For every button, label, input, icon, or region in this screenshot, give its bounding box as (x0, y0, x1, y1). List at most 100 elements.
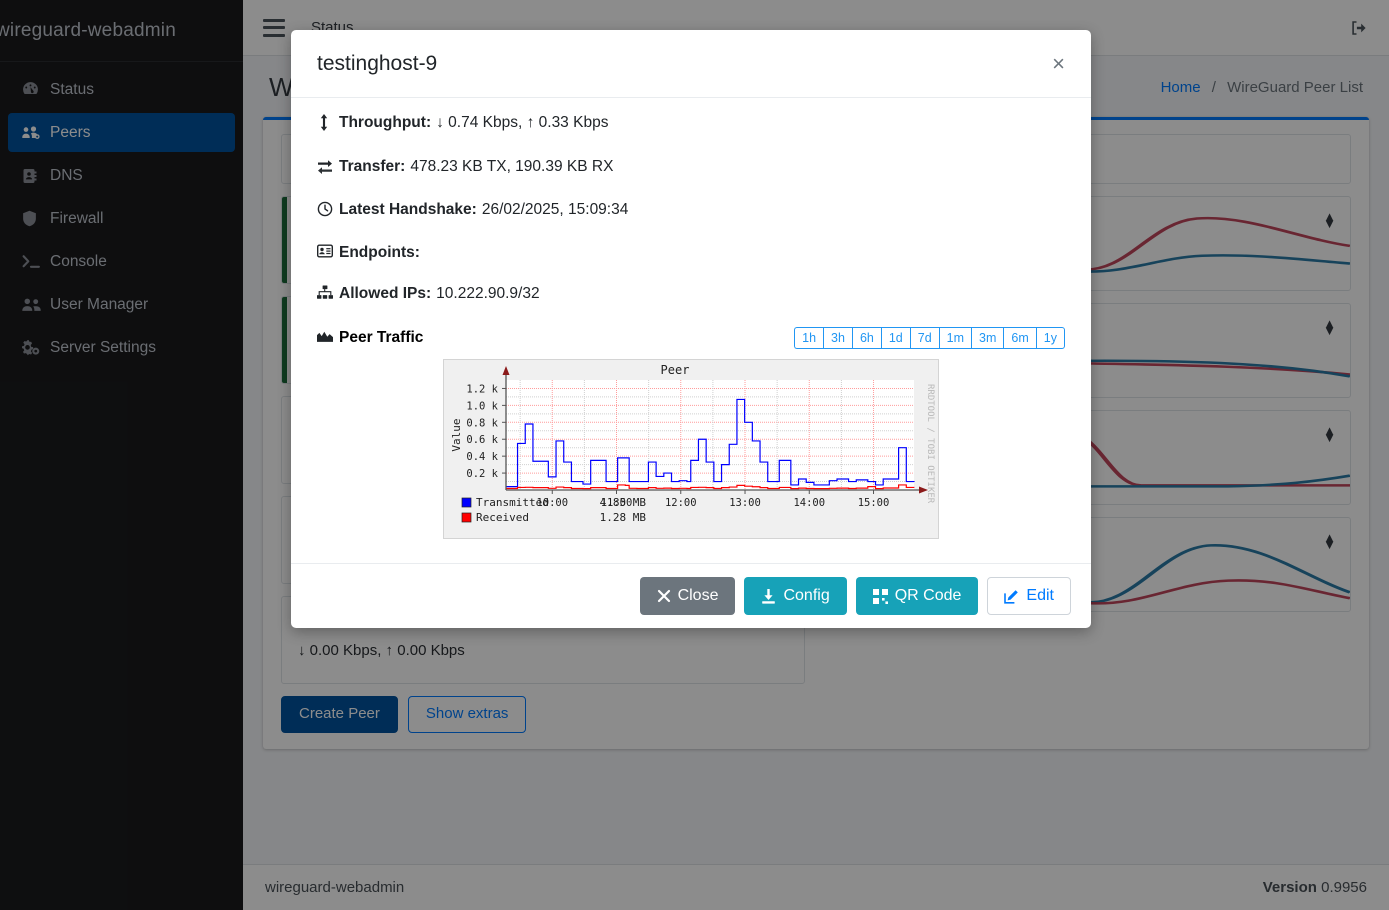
sitemap-icon (317, 285, 339, 305)
sort-handle-icon[interactable]: ▲▼ (1323, 209, 1336, 231)
svg-text:0.2 k: 0.2 k (466, 468, 498, 480)
hamburger-icon[interactable] (263, 18, 285, 37)
peer-traffic-label: Peer Traffic (339, 329, 424, 346)
endpoints-label: Endpoints: (339, 244, 420, 261)
svg-text:1.28 MB: 1.28 MB (600, 511, 647, 524)
footer-version-value: 0.9956 (1321, 879, 1367, 896)
endpoints-row: Endpoints: (316, 244, 1065, 263)
sidebar-item-peers[interactable]: Peers (8, 113, 235, 152)
create-peer-button[interactable]: Create Peer (281, 696, 398, 733)
svg-text:0.8 k: 0.8 k (466, 417, 498, 429)
range-button-1h[interactable]: 1h (794, 327, 824, 349)
svg-text:11:00: 11:00 (601, 497, 633, 509)
svg-text:1.2 k: 1.2 k (466, 383, 498, 395)
range-button-3m[interactable]: 3m (971, 327, 1004, 349)
sidebar-item-user-manager[interactable]: User Manager (8, 285, 235, 324)
modal-title: testinghost-9 (317, 51, 438, 75)
svg-text:Received: Received (476, 511, 529, 524)
sidebar-item-label: Firewall (50, 209, 104, 227)
download-icon (761, 588, 776, 604)
qr-code-button[interactable]: QR Code (855, 577, 979, 615)
sidebar-item-firewall[interactable]: Firewall (8, 199, 235, 238)
gauge-icon (22, 81, 50, 98)
range-button-7d[interactable]: 7d (909, 327, 939, 349)
edit-button[interactable]: Edit (987, 577, 1071, 615)
svg-text:Transmitted: Transmitted (476, 496, 549, 509)
throughput-label: Throughput: (339, 114, 432, 131)
footer-version-label: Version (1262, 879, 1317, 896)
svg-text:13:00: 13:00 (729, 497, 761, 509)
show-extras-button[interactable]: Show extras (407, 696, 527, 733)
sort-handle-icon[interactable]: ▲▼ (1323, 530, 1336, 552)
sidebar-item-status[interactable]: Status (8, 70, 235, 109)
qr-code-button-label: QR Code (894, 587, 962, 605)
throughput-row: Throughput: ↓ 0.74 Kbps, ↑ 0.33 Kbps (317, 114, 1065, 136)
peers-icon (22, 125, 50, 141)
edit-icon (1004, 589, 1019, 604)
range-button-3h[interactable]: 3h (823, 327, 852, 349)
range-button-6h[interactable]: 6h (851, 327, 881, 349)
transfer-value: 478.23 KB TX, 190.39 KB RX (410, 158, 614, 175)
range-button-1d[interactable]: 1d (880, 327, 910, 349)
svg-text:14:00: 14:00 (793, 497, 825, 509)
time-range-selector: 1h 3h 6h 1d 7d 1m 3m 6m 1y (794, 327, 1065, 349)
page-footer: wireguard-webadmin Version 0.9956 (243, 864, 1389, 910)
peer-throughput: ↓ 0.00 Kbps, ↑ 0.00 Kbps (298, 642, 465, 659)
modal-footer: Close Config QR Code Edit (291, 563, 1091, 628)
close-button-label: Close (677, 587, 719, 605)
sign-out-icon[interactable] (1349, 18, 1369, 38)
sidebar-item-label: DNS (50, 166, 83, 184)
breadcrumb-current: WireGuard Peer List (1227, 79, 1363, 96)
svg-text:1.0 k: 1.0 k (466, 400, 498, 412)
svg-text:15:00: 15:00 (858, 497, 890, 509)
svg-text:Value: Value (450, 418, 463, 451)
svg-text:12:00: 12:00 (665, 497, 697, 509)
allowed-ips-row: Allowed IPs: 10.222.90.9/32 (317, 285, 1065, 305)
peer-traffic-label-group: Peer Traffic (317, 329, 423, 348)
sidebar-brand-label: wireguard-webadmin (0, 19, 176, 41)
qrcode-icon (872, 588, 888, 604)
close-icon[interactable]: × (1052, 50, 1065, 76)
sidebar-item-label: Console (50, 252, 107, 270)
rrd-graph: 0.2 k 0.4 k 0.6 k 0.8 k 1.0 k 1.2 k 10:00 11:00… (444, 360, 938, 538)
peer-actions: Create Peer Show extras (281, 696, 805, 733)
svg-text:0.6 k: 0.6 k (466, 434, 498, 446)
peer-detail-modal: testinghost-9 × Throughput: ↓ 0.74 Kbps,… (291, 30, 1091, 628)
sort-handle-icon[interactable]: ▲▼ (1323, 316, 1336, 338)
handshake-label: Latest Handshake: (339, 201, 477, 218)
modal-body: Throughput: ↓ 0.74 Kbps, ↑ 0.33 Kbps Tra… (291, 98, 1091, 563)
sidebar-nav: Status Peers DNS Firewall (0, 62, 243, 367)
footer-brand: wireguard-webadmin (265, 879, 405, 896)
svg-text:10:00: 10:00 (536, 497, 568, 509)
handshake-row: Latest Handshake: 26/02/2025, 15:09:34 (317, 201, 1065, 222)
footer-version: Version 0.9956 (1263, 879, 1367, 896)
clock-icon (317, 201, 339, 222)
id-card-icon (316, 244, 339, 263)
range-button-6m[interactable]: 6m (1003, 327, 1036, 349)
breadcrumb-home[interactable]: Home (1160, 79, 1201, 96)
transfer-row: Transfer: 478.23 KB TX, 190.39 KB RX (317, 158, 1065, 179)
close-button[interactable]: Close (639, 577, 736, 615)
peer-traffic-header: Peer Traffic 1h 3h 6h 1d 7d 1m 3m 6m 1y (317, 327, 1065, 349)
sidebar-brand[interactable]: wireguard-webadmin (0, 0, 243, 62)
sidebar: wireguard-webadmin Status Peers DNS (0, 0, 243, 910)
sidebar-item-dns[interactable]: DNS (8, 156, 235, 195)
chart-area-icon (317, 329, 339, 348)
range-button-1m[interactable]: 1m (938, 327, 972, 349)
svg-text:RRDTOOL / TOBI OETIKER: RRDTOOL / TOBI OETIKER (925, 384, 935, 504)
users-icon (22, 297, 50, 312)
breadcrumb-separator: / (1211, 79, 1216, 96)
times-icon (657, 589, 671, 603)
allowed-ips-label: Allowed IPs: (339, 285, 432, 302)
breadcrumb: Home / WireGuard Peer List (1161, 79, 1363, 96)
config-button-label: Config (783, 587, 830, 605)
exchange-icon (317, 158, 339, 179)
sidebar-item-label: Peers (50, 123, 91, 141)
edit-button-label: Edit (1026, 587, 1054, 605)
sidebar-item-server-settings[interactable]: Server Settings (8, 328, 235, 367)
modal-header: testinghost-9 × (291, 30, 1091, 98)
range-button-1y[interactable]: 1y (1035, 327, 1065, 349)
sort-handle-icon[interactable]: ▲▼ (1323, 423, 1336, 445)
config-button[interactable]: Config (744, 577, 847, 615)
sidebar-item-console[interactable]: Console (8, 242, 235, 281)
